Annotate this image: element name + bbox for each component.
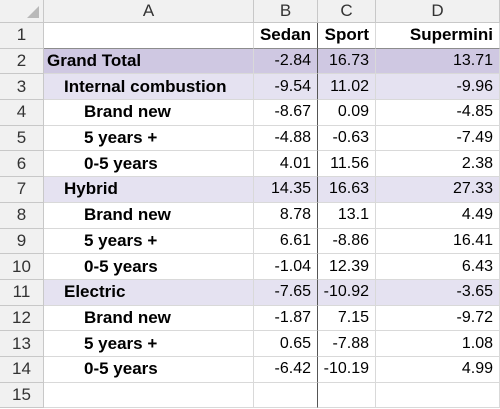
cell-empty[interactable] — [254, 382, 318, 409]
value-sport[interactable]: 11.02 — [318, 74, 376, 101]
row-header[interactable]: 2 — [0, 48, 44, 75]
value-sedan[interactable]: -8.67 — [254, 100, 318, 126]
value-sport[interactable]: 12.39 — [318, 254, 376, 280]
row-label[interactable]: Hybrid — [44, 177, 254, 203]
select-all-corner[interactable] — [0, 0, 44, 23]
row-header[interactable]: 7 — [0, 177, 44, 203]
row-header[interactable]: 12 — [0, 305, 44, 332]
cell-empty[interactable] — [318, 382, 376, 409]
value-supermini[interactable]: -3.65 — [376, 279, 500, 306]
row-header[interactable]: 3 — [0, 74, 44, 101]
row-label[interactable]: Brand new — [44, 100, 254, 126]
header-sport[interactable]: Sport — [318, 23, 376, 49]
cell-a1[interactable] — [44, 23, 254, 49]
value-supermini[interactable]: 1.08 — [376, 331, 500, 357]
row-label[interactable]: 0-5 years — [44, 254, 254, 280]
value-supermini[interactable]: 16.41 — [376, 228, 500, 255]
value-sedan[interactable]: 8.78 — [254, 202, 318, 229]
value-sport[interactable]: 7.15 — [318, 305, 376, 332]
row-label[interactable]: Brand new — [44, 305, 254, 332]
cell-empty[interactable] — [44, 382, 254, 409]
value-sport[interactable]: -0.63 — [318, 125, 376, 152]
value-supermini[interactable]: 2.38 — [376, 151, 500, 178]
header-sedan[interactable]: Sedan — [254, 23, 318, 49]
value-sedan[interactable]: -4.88 — [254, 125, 318, 152]
value-sedan[interactable]: 4.01 — [254, 151, 318, 178]
value-sport[interactable]: -8.86 — [318, 228, 376, 255]
value-supermini[interactable]: -7.49 — [376, 125, 500, 152]
row-label[interactable]: Electric — [44, 279, 254, 306]
cell-empty[interactable] — [376, 382, 500, 409]
value-supermini[interactable]: 6.43 — [376, 254, 500, 280]
value-sedan[interactable]: -9.54 — [254, 74, 318, 101]
row-header[interactable]: 9 — [0, 228, 44, 255]
column-header-a[interactable]: A — [44, 0, 254, 23]
row-label[interactable]: 0-5 years — [44, 356, 254, 383]
row-header[interactable]: 1 — [0, 23, 44, 49]
value-sedan[interactable]: -1.87 — [254, 305, 318, 332]
header-supermini[interactable]: Supermini — [376, 23, 500, 49]
value-sedan[interactable]: 14.35 — [254, 177, 318, 203]
row-label[interactable]: 0-5 years — [44, 151, 254, 178]
row-label[interactable]: Brand new — [44, 202, 254, 229]
value-sedan[interactable]: -6.42 — [254, 356, 318, 383]
value-sport[interactable]: -10.92 — [318, 279, 376, 306]
value-supermini[interactable]: 4.99 — [376, 356, 500, 383]
value-sport[interactable]: -10.19 — [318, 356, 376, 383]
value-sport[interactable]: 13.1 — [318, 202, 376, 229]
row-header[interactable]: 15 — [0, 382, 44, 409]
row-header[interactable]: 6 — [0, 151, 44, 178]
value-sport[interactable]: 16.73 — [318, 48, 376, 75]
column-header-d[interactable]: D — [376, 0, 500, 23]
value-sedan[interactable]: 6.61 — [254, 228, 318, 255]
column-header-c[interactable]: C — [318, 0, 376, 23]
value-supermini[interactable]: -4.85 — [376, 100, 500, 126]
row-label[interactable]: 5 years + — [44, 228, 254, 255]
row-header[interactable]: 4 — [0, 100, 44, 126]
select-all-icon — [27, 6, 39, 18]
row-label[interactable]: 5 years + — [44, 125, 254, 152]
row-label[interactable]: Grand Total — [44, 48, 254, 75]
value-sport[interactable]: 11.56 — [318, 151, 376, 178]
value-sedan[interactable]: -7.65 — [254, 279, 318, 306]
row-label[interactable]: 5 years + — [44, 331, 254, 357]
value-sedan[interactable]: 0.65 — [254, 331, 318, 357]
value-supermini[interactable]: 13.71 — [376, 48, 500, 75]
value-sport[interactable]: 16.63 — [318, 177, 376, 203]
value-sport[interactable]: -7.88 — [318, 331, 376, 357]
row-header[interactable]: 5 — [0, 125, 44, 152]
value-sedan[interactable]: -2.84 — [254, 48, 318, 75]
row-header[interactable]: 13 — [0, 331, 44, 357]
row-header[interactable]: 10 — [0, 254, 44, 280]
value-supermini[interactable]: 27.33 — [376, 177, 500, 203]
row-header[interactable]: 14 — [0, 356, 44, 383]
value-sport[interactable]: 0.09 — [318, 100, 376, 126]
value-supermini[interactable]: 4.49 — [376, 202, 500, 229]
row-label[interactable]: Internal combustion — [44, 74, 254, 101]
row-header[interactable]: 8 — [0, 202, 44, 229]
value-supermini[interactable]: -9.96 — [376, 74, 500, 101]
row-header[interactable]: 11 — [0, 279, 44, 306]
value-supermini[interactable]: -9.72 — [376, 305, 500, 332]
column-header-b[interactable]: B — [254, 0, 318, 23]
value-sedan[interactable]: -1.04 — [254, 254, 318, 280]
